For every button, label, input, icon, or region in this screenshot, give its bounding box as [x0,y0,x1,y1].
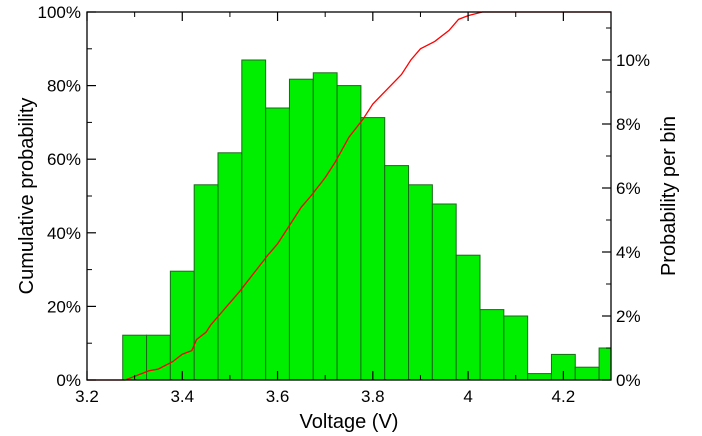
histogram-bars [122,59,612,381]
histogram-bar [146,334,171,381]
histogram-bar [336,85,362,381]
histogram-bar [312,72,338,381]
y-right-axis-title: Probability per bin [658,116,680,276]
x-tick-label: 3.6 [266,387,290,406]
x-tick-label: 3.2 [75,387,99,406]
x-tick-label: 3.4 [170,387,194,406]
histogram-bar [503,315,529,381]
y-right-tick-label: 0% [616,371,641,390]
y-right-tick-label: 8% [616,115,641,134]
x-tick-label: 4.2 [552,387,576,406]
histogram-bar [479,309,505,381]
histogram-bar [408,184,433,381]
histogram-bar [431,203,457,381]
histogram-bar [241,59,267,381]
histogram-bar [455,254,481,381]
histogram-bar [598,347,612,381]
y-right-tick-label: 4% [616,243,641,262]
y-left-tick-label: 0% [56,371,81,390]
y-left-tick-label: 20% [47,297,81,316]
histogram-bar [193,184,219,381]
histogram-bar [169,270,195,381]
histogram-bar [217,152,243,381]
histogram-bar [384,165,410,381]
histogram-bar [288,78,314,381]
histogram-bar [574,366,600,381]
x-tick-label: 3.8 [361,387,385,406]
histogram-bar [527,373,552,381]
x-tick-label: 4 [463,387,472,406]
x-axis-title: Voltage (V) [300,411,399,433]
y-left-tick-label: 40% [47,224,81,243]
y-left-tick-label: 100% [38,3,81,22]
y-left-axis-title: Cumulative probability [16,98,38,295]
y-right-tick-label: 6% [616,179,641,198]
y-right-tick-label: 2% [616,307,641,326]
histogram-bar [360,117,386,381]
y-left-tick-label: 60% [47,150,81,169]
axis-ticks: 3.2 3.4 3.6 3.8 4 4.2 0% 20% 40% 60% 80% 100% 0% 2% 4%… [38,3,651,406]
y-left-tick-label: 80% [47,77,81,96]
y-right-tick-label: 10% [616,51,650,70]
